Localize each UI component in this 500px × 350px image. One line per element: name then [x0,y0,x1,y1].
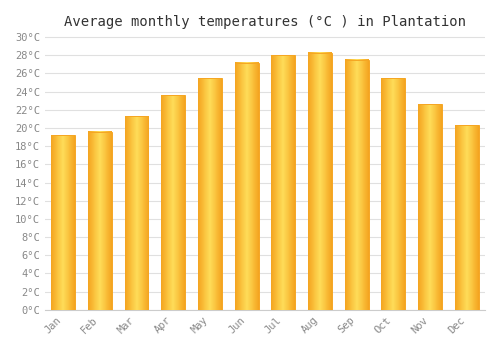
Bar [198,78,222,310]
Bar [124,116,148,310]
Bar [454,125,478,310]
Bar [344,60,368,310]
Bar [52,135,75,310]
Bar [272,55,295,310]
Bar [382,78,405,310]
Bar [308,52,332,310]
Bar [418,104,442,310]
Title: Average monthly temperatures (°C ) in Plantation: Average monthly temperatures (°C ) in Pl… [64,15,466,29]
Bar [234,63,258,310]
Bar [162,95,185,310]
Bar [88,132,112,310]
